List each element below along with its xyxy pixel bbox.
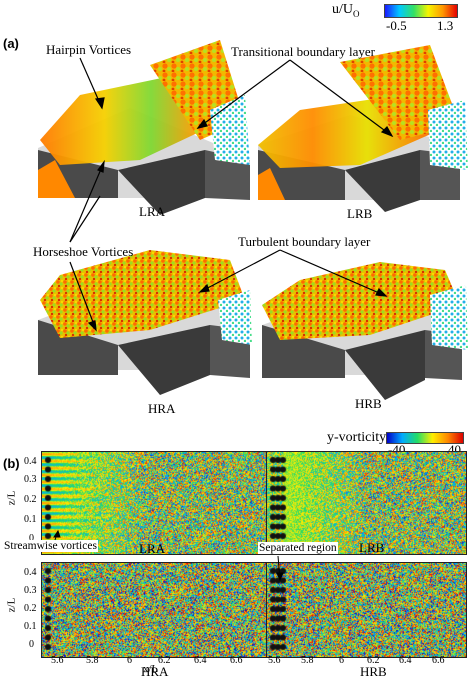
panel-a-renders <box>38 40 468 400</box>
panel-a-letter: (a) <box>3 36 19 51</box>
case-label-b-lrb: LRB <box>359 540 385 555</box>
annotation-hairpin: Hairpin Vortices <box>46 42 132 57</box>
x-tick-left-2: 6 <box>127 655 132 666</box>
x-tick-right-0: 5.6 <box>268 655 281 666</box>
colorbar-b-label: y-vorticity <box>327 430 387 445</box>
annotation-arrows <box>69 57 394 332</box>
y-tick-bottom-3: 0.1 <box>24 621 37 632</box>
y-tick-bottom-0: 0.4 <box>24 567 37 578</box>
vorticity-map-hrb <box>266 562 467 658</box>
x-axis-label: x/L <box>143 663 159 675</box>
y-tick-bottom-1: 0.3 <box>24 585 37 596</box>
colorbar-b <box>386 432 464 444</box>
x-tick-left-5: 6.6 <box>230 655 243 666</box>
y-tick-top-2: 0.2 <box>24 494 37 505</box>
x-tick-left-4: 6.4 <box>194 655 207 666</box>
case-label-a-lra: LRA <box>139 204 165 219</box>
annotation-turbulent: Turbulent boundary layer <box>238 234 371 249</box>
vorticity-map-lra <box>41 451 268 555</box>
vorticity-map-hra <box>41 562 268 658</box>
x-tick-right-5: 6.6 <box>432 655 445 666</box>
colorbar-a-max: 1.3 <box>437 18 454 33</box>
case-label-a-hra: HRA <box>148 401 176 416</box>
x-tick-right-1: 5.8 <box>301 655 314 666</box>
colorbar-a-label-main: u/U <box>332 2 353 17</box>
annotation-streamwise: Streamwise vortices <box>3 540 98 552</box>
annotation-horseshoe: Horseshoe Vortices <box>33 244 134 259</box>
annotation-separated: Separated region <box>258 542 338 554</box>
case-label-a-hrb: HRB <box>355 396 382 411</box>
y-tick-bottom-4: 0 <box>29 639 34 650</box>
x-tick-right-2: 6 <box>339 655 344 666</box>
colorbar-a-label: u/UO <box>332 2 360 19</box>
y-tick-top-4: 0 <box>29 533 34 544</box>
colorbar-a-label-sub: O <box>353 8 360 19</box>
x-tick-right-3: 6.2 <box>367 655 380 666</box>
y-tick-top-3: 0.1 <box>24 514 37 525</box>
y-tick-top-1: 0.3 <box>24 474 37 485</box>
annotation-transitional: Transitional boundary layer <box>231 44 375 59</box>
x-tick-left-3: 6.2 <box>158 655 171 666</box>
render-hrb <box>262 262 468 400</box>
vorticity-map-lrb <box>266 451 467 555</box>
render-lra <box>38 40 250 215</box>
y-tick-bottom-2: 0.2 <box>24 603 37 614</box>
x-tick-left-1: 5.8 <box>86 655 99 666</box>
case-label-b-hrb: HRB <box>360 664 387 678</box>
colorbar-a <box>384 4 458 18</box>
colorbar-a-min: -0.5 <box>386 18 407 33</box>
x-tick-left-0: 5.6 <box>51 655 64 666</box>
y-tick-top-0: 0.4 <box>24 456 37 467</box>
case-label-b-lra: LRA <box>139 541 165 556</box>
render-lrb <box>258 45 468 212</box>
panel-b-letter: (b) <box>3 456 20 471</box>
x-tick-right-4: 6.4 <box>399 655 412 666</box>
case-label-b-hra: HRA <box>141 664 169 678</box>
case-label-a-lrb: LRB <box>347 206 373 221</box>
